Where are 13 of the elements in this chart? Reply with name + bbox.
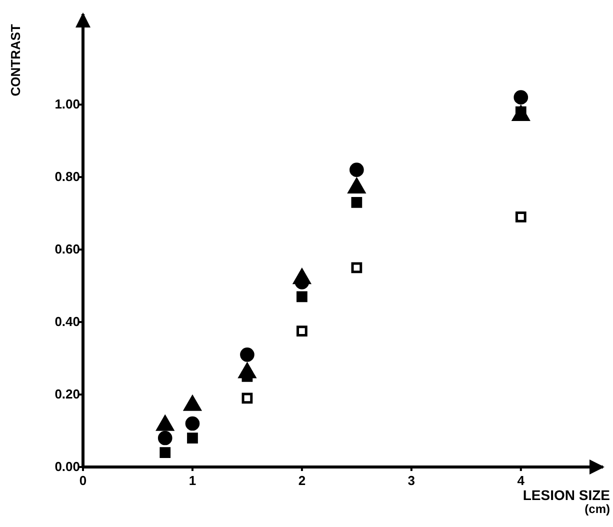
y-tick-label: 0.60	[54, 242, 80, 257]
y-tick-label: 0.80	[54, 169, 80, 184]
y-tick-label: 1.00	[54, 96, 80, 112]
y-tick-label: 0.40	[54, 314, 80, 330]
x-tick-label: 3	[408, 473, 416, 488]
y-axis-title: CONTRAST	[8, 24, 23, 96]
y-tick-label: 0.00	[54, 459, 80, 474]
x-tick-label: 0	[79, 473, 87, 488]
x-axis-title: LESION SIZE (cm)	[522, 487, 610, 516]
x-tick-label: 1	[188, 473, 196, 488]
y-tick-label: 0.20	[54, 386, 80, 402]
x-tick-label: 4	[517, 473, 526, 488]
x-tick-label: 2	[298, 473, 306, 488]
